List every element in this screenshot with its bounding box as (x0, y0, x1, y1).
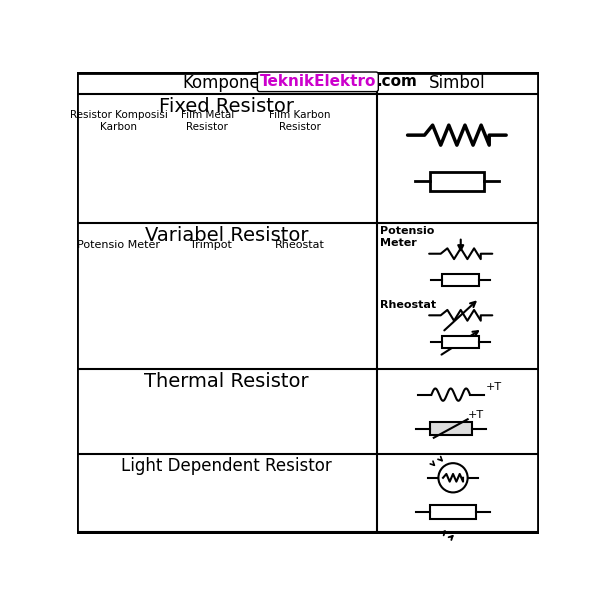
Text: Komponen: Komponen (182, 74, 271, 92)
Text: Rheostat: Rheostat (380, 300, 436, 310)
Text: Resistor Komposisi
Karbon: Resistor Komposisi Karbon (70, 110, 168, 132)
Circle shape (439, 463, 467, 493)
Text: Rheostat: Rheostat (275, 240, 325, 250)
Text: Potensio
Meter: Potensio Meter (380, 226, 434, 248)
Bar (430, 172, 484, 191)
Bar (430, 422, 472, 436)
Text: Film Karbon
Resistor: Film Karbon Resistor (269, 110, 331, 132)
Bar (430, 505, 476, 518)
Text: Film Metal
Resistor: Film Metal Resistor (181, 110, 234, 132)
Text: Potensio Meter: Potensio Meter (77, 240, 160, 250)
Text: Variabel Resistor: Variabel Resistor (145, 226, 308, 245)
Text: Fixed Resistor: Fixed Resistor (159, 97, 294, 116)
Text: Simbol: Simbol (428, 74, 485, 92)
Text: .com: .com (377, 74, 418, 89)
Text: Trimpot: Trimpot (190, 240, 232, 250)
Text: +T: +T (485, 382, 502, 392)
Text: Thermal Resistor: Thermal Resistor (145, 372, 309, 391)
Text: Light Dependent Resistor: Light Dependent Resistor (121, 457, 332, 475)
Text: +T: +T (468, 410, 484, 421)
Text: TeknikElektro: TeknikElektro (260, 74, 376, 89)
Bar (442, 337, 479, 348)
Bar (442, 274, 479, 286)
